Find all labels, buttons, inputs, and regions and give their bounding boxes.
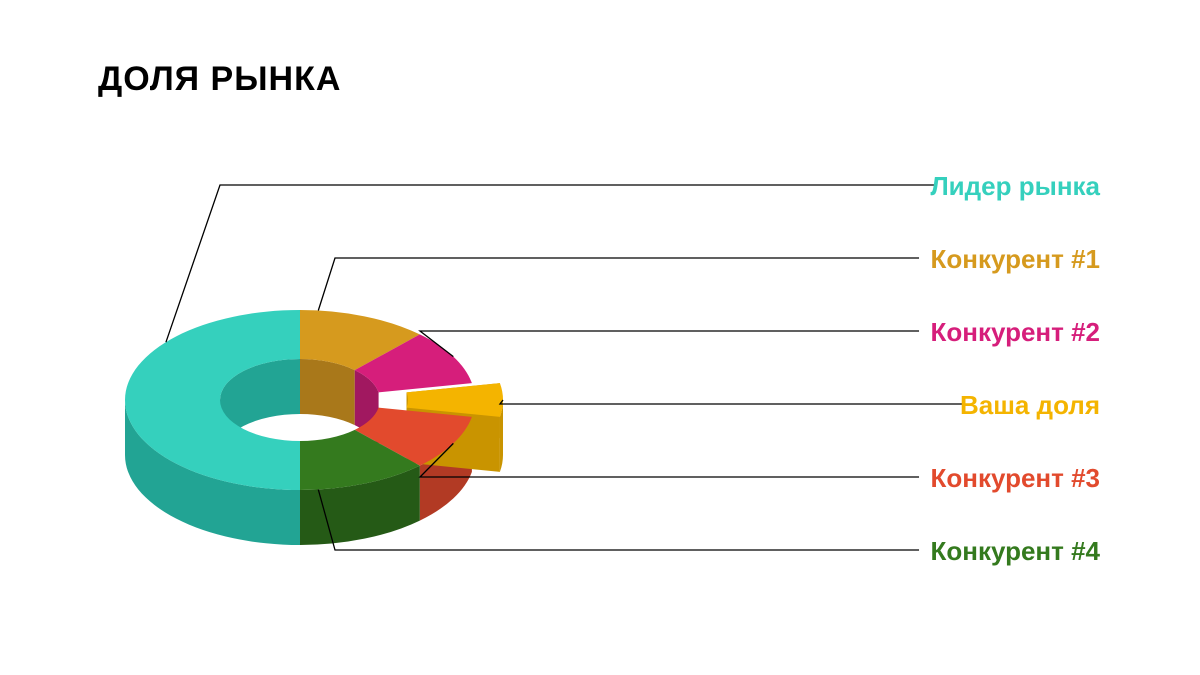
leader-line-your [500,400,964,404]
legend-leader: Лидер рынка [930,171,1100,202]
chart-canvas: ДОЛЯ РЫНКА Лидер рынкаКонкурент #1Конкур… [0,0,1200,675]
legend-comp4: Конкурент #4 [930,536,1100,567]
leader-line-comp1 [318,258,919,310]
leader-line-comp2 [420,331,919,357]
legend-comp1: Конкурент #1 [930,244,1100,275]
legend-comp2: Конкурент #2 [930,317,1100,348]
legend-comp3: Конкурент #3 [930,463,1100,494]
slice-inner-comp1 [300,359,355,425]
legend-your: Ваша доля [960,390,1100,421]
